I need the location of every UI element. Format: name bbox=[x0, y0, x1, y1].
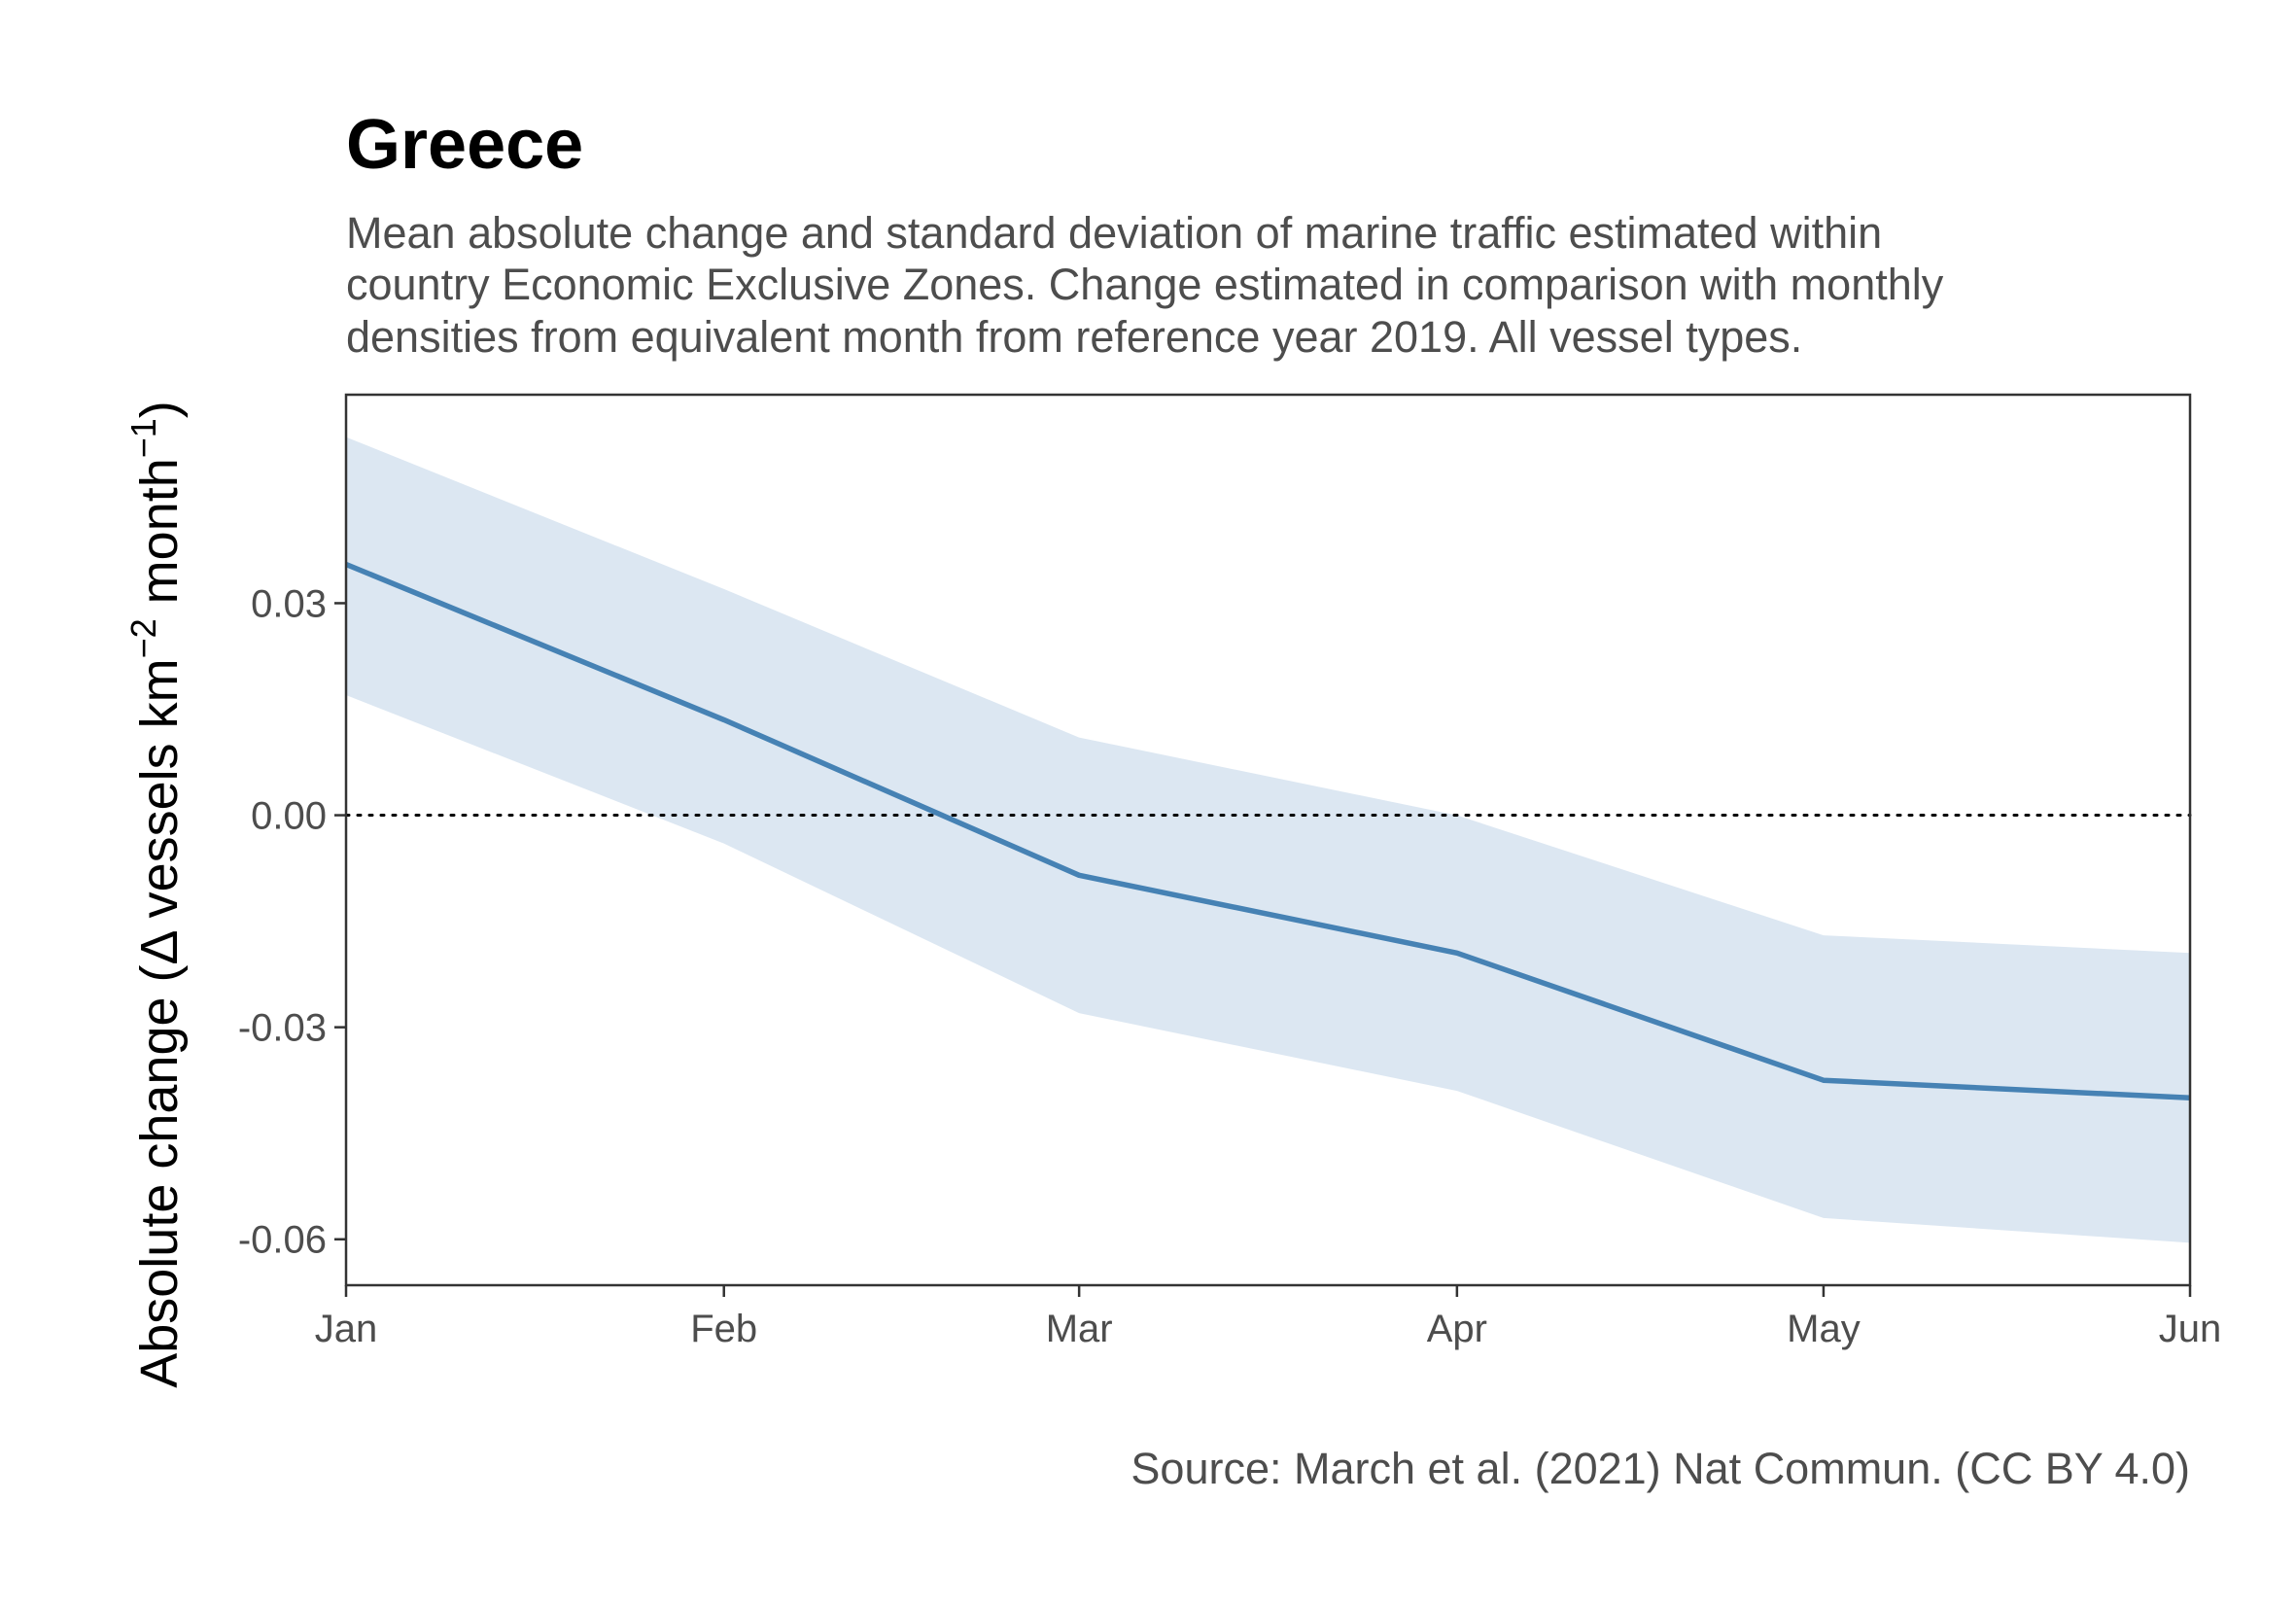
mean-change-line bbox=[344, 561, 2191, 1101]
chart-subtitle-line-3: densities from equivalent month from ref… bbox=[346, 312, 1802, 362]
y-tick-label: -0.06 bbox=[238, 1219, 327, 1262]
x-tick-label: May bbox=[1787, 1308, 1861, 1350]
x-tick-label: Feb bbox=[690, 1308, 757, 1350]
y-tick-label: 0.00 bbox=[251, 795, 327, 838]
y-axis-title: Absolute change (Δ vessels km−2 month−1) bbox=[123, 401, 189, 1388]
y-axis-title-exponent-2: −1 bbox=[123, 418, 163, 458]
sd-ribbon bbox=[346, 437, 2190, 1243]
y-axis-title-body: Δ vessels km bbox=[130, 658, 189, 964]
chart-subtitle-line-2: country Economic Exclusive Zones. Change… bbox=[346, 260, 1944, 309]
chart-subtitle-line-1: Mean absolute change and standard deviat… bbox=[346, 208, 1882, 258]
y-axis-title-prefix: Absolute change ( bbox=[130, 964, 189, 1387]
x-tick-label: Jun bbox=[2159, 1308, 2222, 1350]
x-tick-label: Jan bbox=[315, 1308, 378, 1350]
y-axis-title-exponent-1: −2 bbox=[123, 618, 163, 658]
y-axis-title-suffix: ) bbox=[130, 401, 189, 418]
chart-caption: Source: March et al. (2021) Nat Commun. … bbox=[1131, 1444, 2190, 1493]
x-tick-label: Mar bbox=[1046, 1308, 1113, 1350]
y-tick-label: -0.03 bbox=[238, 1007, 327, 1050]
y-axis-title-text: Absolute change (Δ vessels km−2 month−1) bbox=[123, 401, 189, 1388]
plot-area: 0.03 0.00 -0.03 -0.06 Jan Feb Mar Apr May Jun bbox=[238, 393, 2222, 1350]
y-tick-label: 0.03 bbox=[251, 582, 327, 625]
y-axis-title-mid: month bbox=[130, 458, 189, 618]
x-tick-label: Apr bbox=[1427, 1308, 1487, 1350]
chart-title: Greece bbox=[346, 106, 583, 184]
panel-border bbox=[344, 393, 2192, 1287]
